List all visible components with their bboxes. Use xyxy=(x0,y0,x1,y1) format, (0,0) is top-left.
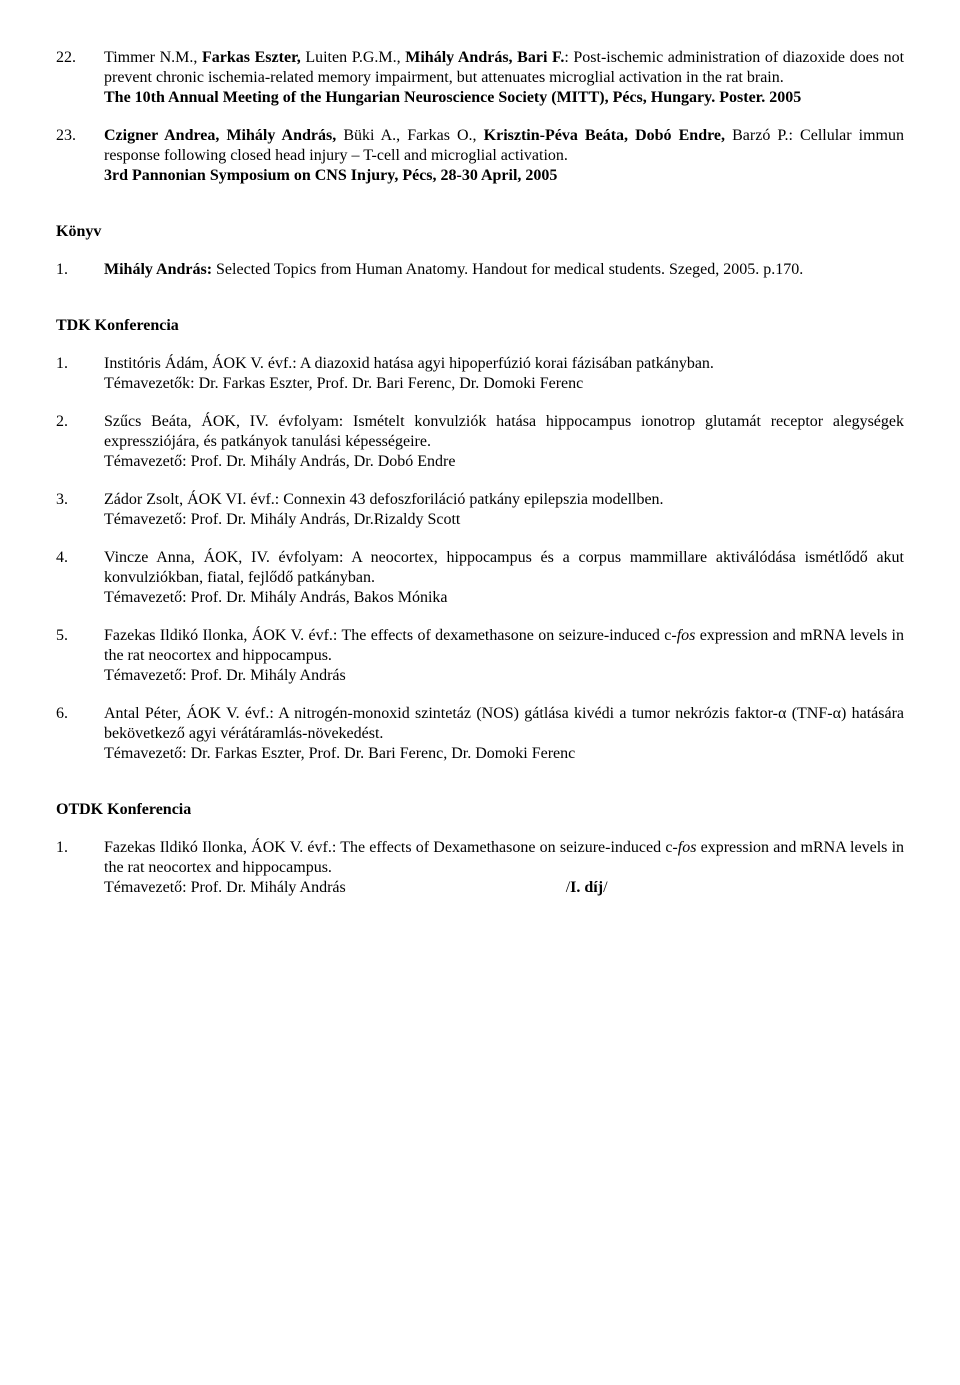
item-body: Fazekas Ildikó Ilonka, ÁOK V. évf.: The … xyxy=(104,838,904,898)
item-number: 4. xyxy=(56,548,104,608)
item-number: 2. xyxy=(56,412,104,472)
item-number: 1. xyxy=(56,838,104,898)
item-number: 3. xyxy=(56,490,104,530)
ref-number: 22. xyxy=(56,48,104,108)
item-body: Fazekas Ildikó Ilonka, ÁOK V. évf.: The … xyxy=(104,626,904,686)
list-entry: 5.Fazekas Ildikó Ilonka, ÁOK V. évf.: Th… xyxy=(56,626,904,686)
list-entry: 22.Timmer N.M., Farkas Eszter, Luiten P.… xyxy=(56,48,904,108)
ref-number: 23. xyxy=(56,126,104,186)
item-body: Vincze Anna, ÁOK, IV. évfolyam: A neocor… xyxy=(104,548,904,608)
list-entry: 4.Vincze Anna, ÁOK, IV. évfolyam: A neoc… xyxy=(56,548,904,608)
item-number: 5. xyxy=(56,626,104,686)
item-number: 1. xyxy=(56,260,104,280)
list-entry: 6.Antal Péter, ÁOK V. évf.: A nitrogén-m… xyxy=(56,704,904,764)
item-body: Institóris Ádám, ÁOK V. évf.: A diazoxid… xyxy=(104,354,904,394)
list-entry: 2.Szűcs Beáta, ÁOK, IV. évfolyam: Isméte… xyxy=(56,412,904,472)
section-heading: Könyv xyxy=(56,222,904,242)
item-body: Mihály András: Selected Topics from Huma… xyxy=(104,260,904,280)
section-heading: OTDK Konferencia xyxy=(56,800,904,820)
list-entry: 1.Institóris Ádám, ÁOK V. évf.: A diazox… xyxy=(56,354,904,394)
item-number: 1. xyxy=(56,354,104,394)
list-entry: 1.Fazekas Ildikó Ilonka, ÁOK V. évf.: Th… xyxy=(56,838,904,898)
list-entry: 3.Zádor Zsolt, ÁOK VI. évf.: Connexin 43… xyxy=(56,490,904,530)
item-number: 6. xyxy=(56,704,104,764)
item-body: Antal Péter, ÁOK V. évf.: A nitrogén-mon… xyxy=(104,704,904,764)
ref-body: Czigner Andrea, Mihály András, Büki A., … xyxy=(104,126,904,186)
ref-body: Timmer N.M., Farkas Eszter, Luiten P.G.M… xyxy=(104,48,904,108)
section-heading: TDK Konferencia xyxy=(56,316,904,336)
list-entry: 23.Czigner Andrea, Mihály András, Büki A… xyxy=(56,126,904,186)
item-body: Zádor Zsolt, ÁOK VI. évf.: Connexin 43 d… xyxy=(104,490,904,530)
item-body: Szűcs Beáta, ÁOK, IV. évfolyam: Ismételt… xyxy=(104,412,904,472)
list-entry: 1.Mihály András: Selected Topics from Hu… xyxy=(56,260,904,280)
